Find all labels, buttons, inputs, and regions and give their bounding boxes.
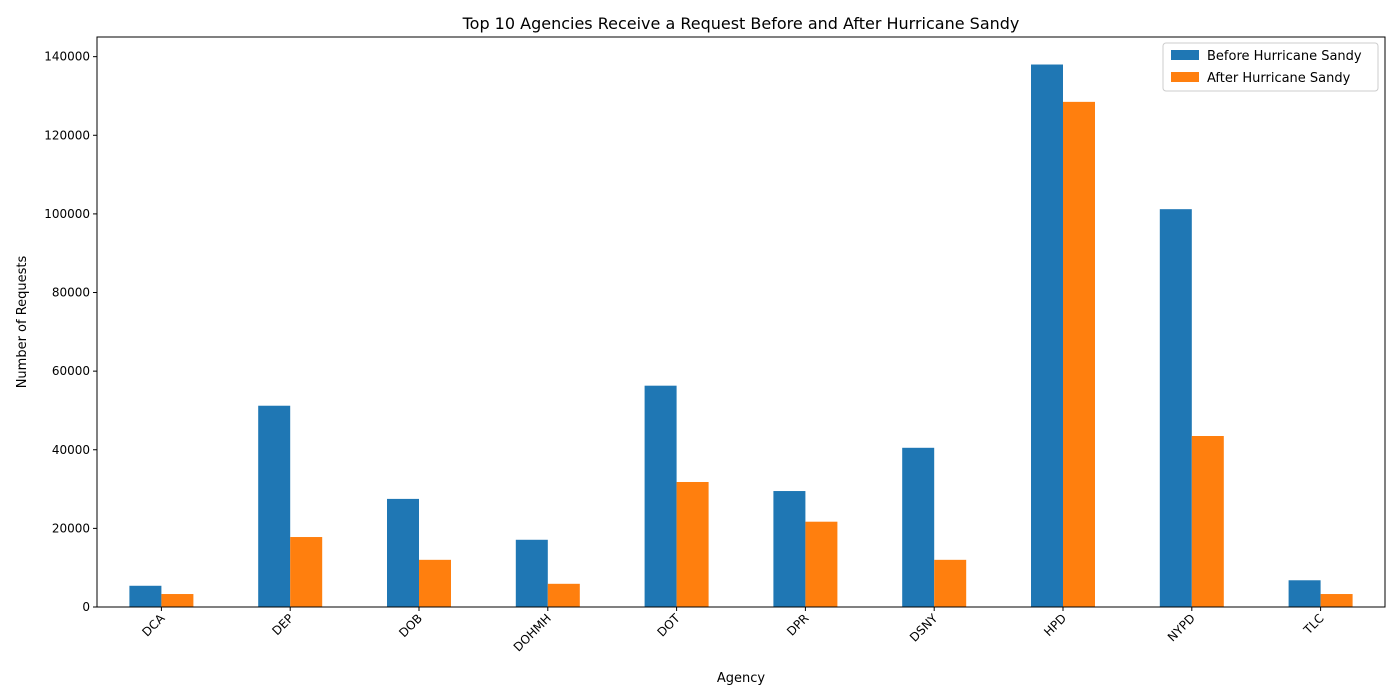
legend-swatch	[1171, 72, 1199, 82]
bar-dca-after	[161, 594, 194, 607]
legend-swatch	[1171, 50, 1199, 60]
x-tick-label: DEP	[269, 611, 296, 638]
bar-hpd-after	[1063, 101, 1095, 608]
x-tick-label: DOB	[396, 611, 425, 640]
x-tick-label: DSNY	[907, 611, 941, 645]
bar-dohmh-before	[515, 539, 548, 607]
y-axis-label: Number of Requests	[15, 255, 30, 388]
bar-dca-before	[129, 585, 162, 607]
x-tick-label: DOHMH	[511, 611, 554, 654]
y-tick-label: 80000	[52, 286, 90, 300]
plot-area: DCA DEP DOB DOHMH DOT DPR DSNY HPD NYPD TLC 0 20000…	[44, 36, 1386, 654]
y-tick-label: 100000	[44, 207, 90, 221]
legend: Before Hurricane Sandy After Hurricane Sa…	[1162, 42, 1379, 92]
legend-box	[1162, 42, 1379, 92]
legend-label: Before Hurricane Sandy	[1207, 49, 1362, 64]
x-axis-label: Agency	[717, 671, 766, 686]
bar-dob-after	[419, 559, 451, 607]
x-tick-label: TLC	[1300, 611, 1326, 637]
x-tick-label: HPD	[1041, 611, 1069, 639]
bar-dot-before	[644, 385, 677, 607]
y-tick-label: 0	[82, 600, 90, 614]
legend-label: After Hurricane Sandy	[1207, 71, 1351, 86]
bar-dep-after	[290, 537, 323, 607]
bar-dob-before	[387, 498, 419, 607]
bar-dohmh-after	[547, 583, 580, 607]
y-tick-label: 140000	[44, 50, 90, 64]
bar-dsny-after	[934, 559, 967, 607]
bar-tlc-before	[1288, 580, 1321, 607]
x-tick-label: DOT	[654, 611, 683, 640]
bar-dsny-before	[902, 447, 935, 607]
x-tick-label: DPR	[784, 611, 811, 638]
y-tick-label: 120000	[44, 128, 90, 142]
bar-tlc-after	[1320, 594, 1353, 607]
bar-dpr-after	[805, 521, 838, 607]
x-tick-label: NYPD	[1165, 611, 1198, 644]
chart-title: Top 10 Agencies Receive a Request Before…	[462, 14, 1020, 33]
bar-hpd-before	[1031, 64, 1063, 608]
y-tick-label: 20000	[52, 521, 90, 535]
y-tick-label: 60000	[52, 364, 90, 378]
bar-nypd-after	[1191, 436, 1224, 607]
y-tick-label: 40000	[52, 443, 90, 457]
x-tick-label: DCA	[139, 611, 168, 640]
bar-dpr-before	[773, 491, 806, 607]
bar-dep-before	[258, 405, 291, 607]
bar-nypd-before	[1159, 209, 1192, 607]
bar-dot-after	[676, 481, 709, 607]
axes-frame	[96, 36, 1386, 608]
